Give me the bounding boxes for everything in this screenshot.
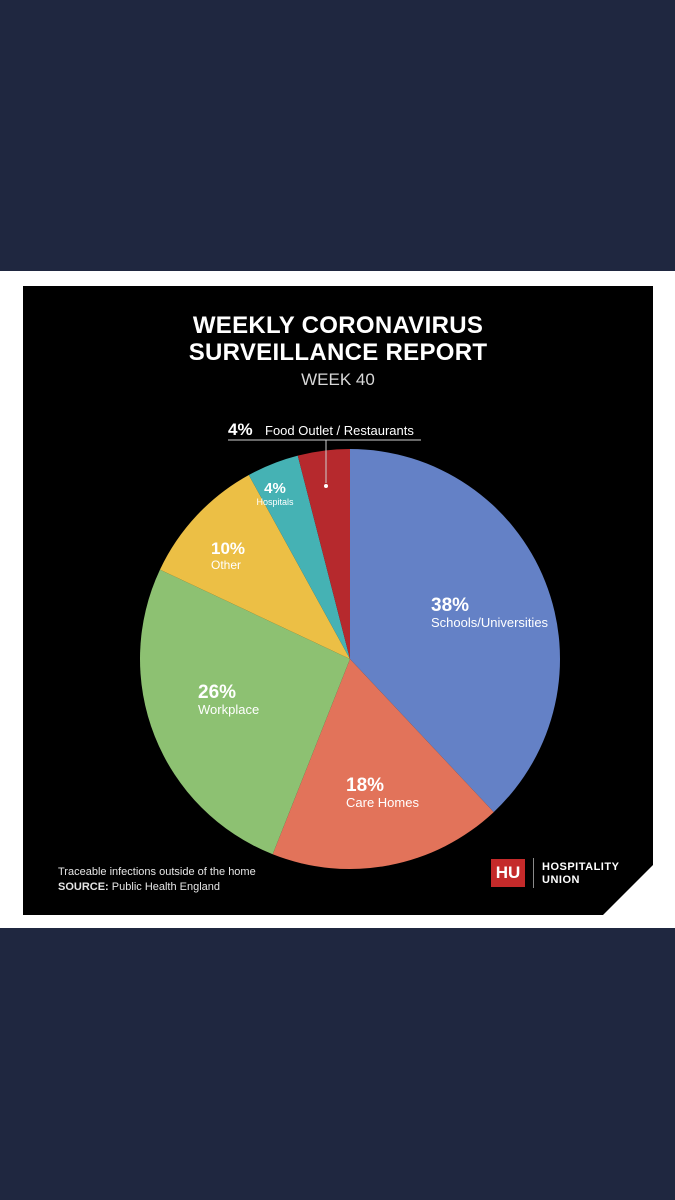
source-label: SOURCE:: [58, 881, 109, 893]
logo-text-line-2: UNION: [542, 874, 580, 886]
slice-category-label: Hospitals: [256, 497, 294, 507]
logo-text-line-1: HOSPITALITY: [542, 861, 620, 873]
pie-slice-care-homes: [272, 659, 494, 869]
slice-category-label: Schools/Universities: [431, 615, 549, 630]
callout-dot: [324, 484, 328, 488]
infographic-card: WEEKLY CORONAVIRUS SURVEILLANCE REPORT W…: [23, 286, 653, 915]
pie-slice-workplace: [140, 569, 350, 855]
slice-category-label: Care Homes: [346, 795, 419, 810]
pie-slice-other: [159, 474, 350, 659]
pie-slice-hospitals: [248, 455, 350, 659]
slice-category-label: Workplace: [198, 702, 259, 717]
footnote-source: SOURCE: Public Health England: [58, 881, 220, 893]
hu-logo: HU: [491, 859, 525, 887]
slice-value-label: 18%: [346, 775, 384, 796]
slice-value-label: 10%: [211, 539, 245, 558]
slice-category-label: Other: [211, 558, 241, 572]
pie-slice-food-outlet-restaurants: [297, 449, 350, 659]
chart-title-line-2: SURVEILLANCE REPORT: [188, 339, 488, 366]
slice-value-label: 38%: [431, 595, 469, 616]
footnote-note: Traceable infections outside of the home: [58, 866, 256, 878]
slice-value-label: 26%: [198, 682, 236, 703]
slice-value-label: 4%: [264, 480, 286, 497]
pie-slice-schools-universities: [350, 449, 561, 813]
callout-value-label: 4%: [228, 420, 253, 439]
chart-subtitle: WEEK 40: [301, 370, 375, 389]
chart-title-line-1: WEEKLY CORONAVIRUS: [192, 312, 484, 339]
page-curl: [603, 865, 653, 915]
source-value: Public Health England: [111, 881, 221, 893]
callout-category-label: Food Outlet / Restaurants: [265, 423, 414, 438]
logo-divider: [533, 858, 534, 888]
pie-chart: 38%Schools/Universities 18%Care Homes 26%W…: [140, 420, 561, 869]
